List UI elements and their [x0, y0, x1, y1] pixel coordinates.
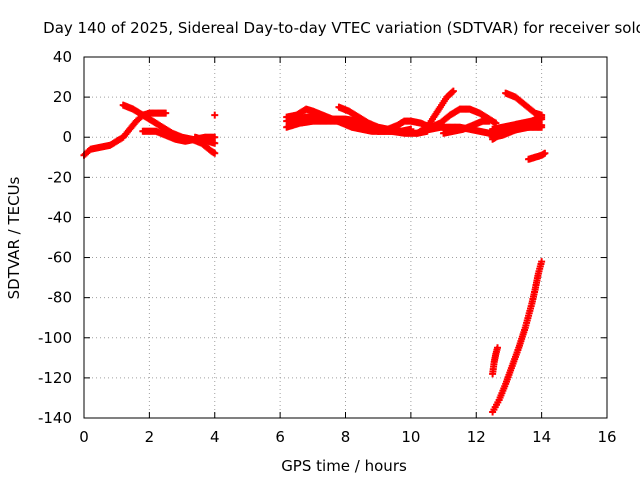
series-dot-e — [211, 111, 219, 119]
series-arc-q — [502, 89, 546, 119]
x-tick-label: 10 — [401, 428, 420, 446]
series-arc-m — [440, 117, 493, 137]
axis-ticks: 0 2 4 6 8 10 12 14 16 -140 -120 -100 -80 -60 -40 -20 0 20… — [38, 48, 617, 446]
data-point — [211, 133, 219, 141]
y-tick-label: -40 — [48, 208, 73, 226]
data-point — [211, 139, 219, 147]
data-point — [162, 109, 170, 117]
data-point — [493, 344, 501, 352]
data-point — [538, 258, 546, 266]
data-point — [448, 88, 456, 96]
y-axis-label: SDTVAR / TECUs — [5, 176, 23, 299]
data-point — [449, 87, 457, 95]
y-tick-label: 40 — [53, 48, 72, 66]
data-point — [538, 111, 546, 119]
y-tick-label: 20 — [53, 88, 72, 106]
x-tick-label: 0 — [79, 428, 89, 446]
series-arc-r — [525, 149, 549, 163]
x-tick-label: 14 — [532, 428, 551, 446]
y-tick-label: -20 — [48, 168, 73, 186]
series-arc-a — [80, 109, 170, 159]
series-arc-t — [489, 258, 546, 416]
series-arc-d — [191, 133, 219, 147]
x-tick-label: 8 — [341, 428, 351, 446]
chart-title: Day 140 of 2025, Sidereal Day-to-day VTE… — [43, 19, 640, 37]
data-points — [80, 87, 549, 416]
y-tick-label: -80 — [48, 289, 73, 307]
data-point — [485, 117, 493, 125]
x-tick-label: 12 — [467, 428, 486, 446]
y-tick-label: -120 — [38, 369, 72, 387]
y-tick-label: -140 — [38, 409, 72, 427]
y-tick-label: -100 — [38, 329, 72, 347]
data-point — [211, 111, 219, 119]
series-arc-p — [489, 115, 546, 141]
x-tick-label: 6 — [275, 428, 285, 446]
x-tick-label: 16 — [597, 428, 616, 446]
y-tick-label: 0 — [62, 128, 72, 146]
data-point — [394, 127, 402, 135]
series-arc-b — [119, 101, 219, 157]
data-point — [541, 149, 549, 157]
y-tick-label: -60 — [48, 249, 73, 267]
x-axis-label: GPS time / hours — [281, 457, 407, 475]
data-point — [538, 123, 546, 131]
x-tick-label: 4 — [210, 428, 220, 446]
x-tick-label: 2 — [145, 428, 155, 446]
data-point — [211, 149, 219, 157]
series-arc-s — [489, 344, 501, 378]
